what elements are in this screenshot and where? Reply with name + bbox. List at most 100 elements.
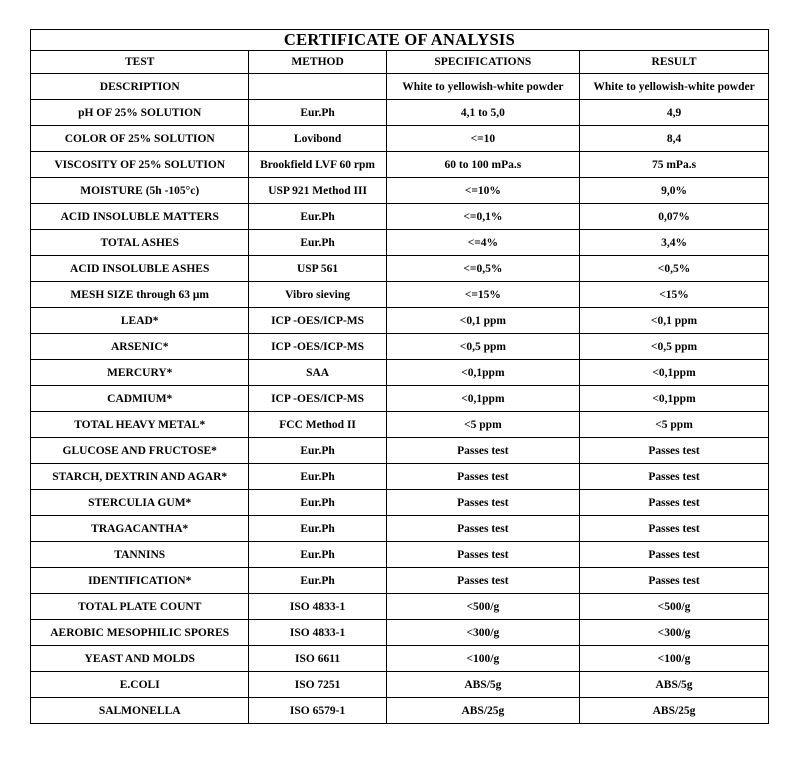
cell-method: ICP -OES/ICP-MS — [248, 333, 387, 360]
table-row: COLOR OF 25% SOLUTION Lovibond <=10 8,4 — [29, 125, 769, 152]
cell-result: <0,1ppm — [579, 359, 769, 386]
cell-result: 0,07% — [579, 203, 769, 230]
table-row: CADMIUM* ICP -OES/ICP-MS <0,1ppm <0,1ppm — [29, 385, 769, 412]
cell-method: FCC Method II — [248, 411, 387, 438]
cell-test: TOTAL HEAVY METAL* — [29, 411, 250, 438]
table-row: DESCRIPTION White to yellowish-white pow… — [29, 73, 769, 100]
table-row: GLUCOSE AND FRUCTOSE* Eur.Ph Passes test… — [29, 437, 769, 464]
cell-specification: <=0,1% — [385, 203, 581, 230]
cell-test: AEROBIC MESOPHILIC SPORES — [29, 619, 250, 646]
cell-specification: 60 to 100 mPa.s — [385, 151, 581, 178]
cell-method: Lovibond — [248, 125, 387, 152]
cell-result: ABS/25g — [579, 697, 769, 724]
cell-method: Eur.Ph — [248, 567, 387, 594]
cell-specification: <300/g — [385, 619, 581, 646]
cell-specification: <100/g — [385, 645, 581, 672]
cell-specification: Passes test — [385, 437, 581, 464]
cell-result: Passes test — [579, 541, 769, 568]
cell-result: Passes test — [579, 515, 769, 542]
cell-specification: ABS/5g — [385, 671, 581, 698]
cell-result: <300/g — [579, 619, 769, 646]
cell-result: 75 mPa.s — [579, 151, 769, 178]
cell-method: ISO 6579-1 — [248, 697, 387, 724]
certificate-document: CERTIFICATE OF ANALYSIS TEST METHOD SPEC… — [29, 29, 769, 724]
table-row: TOTAL ASHES Eur.Ph <=4% 3,4% — [29, 229, 769, 256]
cell-method: ICP -OES/ICP-MS — [248, 385, 387, 412]
cell-test: ACID INSOLUBLE MATTERS — [29, 203, 250, 230]
cell-specification: Passes test — [385, 463, 581, 490]
cell-specification: <=4% — [385, 229, 581, 256]
cell-specification: <0,1ppm — [385, 359, 581, 386]
table-row: MESH SIZE through 63 μm Vibro sieving <=… — [29, 281, 769, 308]
cell-result: 8,4 — [579, 125, 769, 152]
cell-specification: ABS/25g — [385, 697, 581, 724]
cell-specification: <=0,5% — [385, 255, 581, 282]
table-row: E.COLI ISO 7251 ABS/5g ABS/5g — [29, 671, 769, 698]
cell-method: Eur.Ph — [248, 229, 387, 256]
cell-test: GLUCOSE AND FRUCTOSE* — [29, 437, 250, 464]
cell-method: ISO 4833-1 — [248, 619, 387, 646]
cell-result: Passes test — [579, 567, 769, 594]
cell-test: MESH SIZE through 63 μm — [29, 281, 250, 308]
header-row: TEST METHOD SPECIFICATIONS RESULT — [29, 50, 769, 74]
cell-method — [248, 73, 387, 100]
certificate-table: CERTIFICATE OF ANALYSIS TEST METHOD SPEC… — [29, 29, 769, 724]
cell-method: Brookfield LVF 60 rpm — [248, 151, 387, 178]
cell-method: ISO 7251 — [248, 671, 387, 698]
cell-test: IDENTIFICATION* — [29, 567, 250, 594]
cell-result: <5 ppm — [579, 411, 769, 438]
cell-method: SAA — [248, 359, 387, 386]
table-row: ARSENIC* ICP -OES/ICP-MS <0,5 ppm <0,5 p… — [29, 333, 769, 360]
cell-test: STERCULIA GUM* — [29, 489, 250, 516]
cell-specification: <=10% — [385, 177, 581, 204]
cell-specification: <=10 — [385, 125, 581, 152]
cell-test: YEAST AND MOLDS — [29, 645, 250, 672]
cell-specification: White to yellowish-white powder — [385, 73, 581, 100]
cell-test: E.COLI — [29, 671, 250, 698]
cell-test: STARCH, DEXTRIN AND AGAR* — [29, 463, 250, 490]
cell-method: Eur.Ph — [248, 463, 387, 490]
cell-method: USP 561 — [248, 255, 387, 282]
cell-method: ISO 4833-1 — [248, 593, 387, 620]
cell-result: <0,1 ppm — [579, 307, 769, 334]
cell-test: COLOR OF 25% SOLUTION — [29, 125, 250, 152]
cell-specification: Passes test — [385, 515, 581, 542]
table-row: MERCURY* SAA <0,1ppm <0,1ppm — [29, 359, 769, 386]
cell-method: Eur.Ph — [248, 489, 387, 516]
cell-specification: <0,1ppm — [385, 385, 581, 412]
table-row: TOTAL HEAVY METAL* FCC Method II <5 ppm … — [29, 411, 769, 438]
table-row: LEAD* ICP -OES/ICP-MS <0,1 ppm <0,1 ppm — [29, 307, 769, 334]
cell-result: <0,1ppm — [579, 385, 769, 412]
cell-result: Passes test — [579, 437, 769, 464]
table-row: ACID INSOLUBLE ASHES USP 561 <=0,5% <0,5… — [29, 255, 769, 282]
table-row: SALMONELLA ISO 6579-1 ABS/25g ABS/25g — [29, 697, 769, 724]
table-row: VISCOSITY OF 25% SOLUTION Brookfield LVF… — [29, 151, 769, 178]
table-row: STARCH, DEXTRIN AND AGAR* Eur.Ph Passes … — [29, 463, 769, 490]
cell-result: Passes test — [579, 489, 769, 516]
cell-result: 3,4% — [579, 229, 769, 256]
cell-test: ACID INSOLUBLE ASHES — [29, 255, 250, 282]
cell-specification: <0,5 ppm — [385, 333, 581, 360]
table-row: STERCULIA GUM* Eur.Ph Passes test Passes… — [29, 489, 769, 516]
table-row: IDENTIFICATION* Eur.Ph Passes test Passe… — [29, 567, 769, 594]
cell-result: <500/g — [579, 593, 769, 620]
table-row: MOISTURE (5h -105°c) USP 921 Method III … — [29, 177, 769, 204]
table-row: pH OF 25% SOLUTION Eur.Ph 4,1 to 5,0 4,9 — [29, 99, 769, 126]
cell-method: Eur.Ph — [248, 203, 387, 230]
cell-specification: <=15% — [385, 281, 581, 308]
cell-specification: <0,1 ppm — [385, 307, 581, 334]
cell-test: TOTAL ASHES — [29, 229, 250, 256]
cell-test: CADMIUM* — [29, 385, 250, 412]
cell-method: Eur.Ph — [248, 99, 387, 126]
cell-method: Vibro sieving — [248, 281, 387, 308]
cell-result: Passes test — [579, 463, 769, 490]
column-header-result: RESULT — [579, 50, 769, 74]
cell-specification: Passes test — [385, 567, 581, 594]
cell-result: <0,5% — [579, 255, 769, 282]
table-row: TOTAL PLATE COUNT ISO 4833-1 <500/g <500… — [29, 593, 769, 620]
cell-method: ICP -OES/ICP-MS — [248, 307, 387, 334]
cell-test: TOTAL PLATE COUNT — [29, 593, 250, 620]
table-body: DESCRIPTION White to yellowish-white pow… — [29, 73, 769, 724]
cell-test: pH OF 25% SOLUTION — [29, 99, 250, 126]
cell-test: ARSENIC* — [29, 333, 250, 360]
